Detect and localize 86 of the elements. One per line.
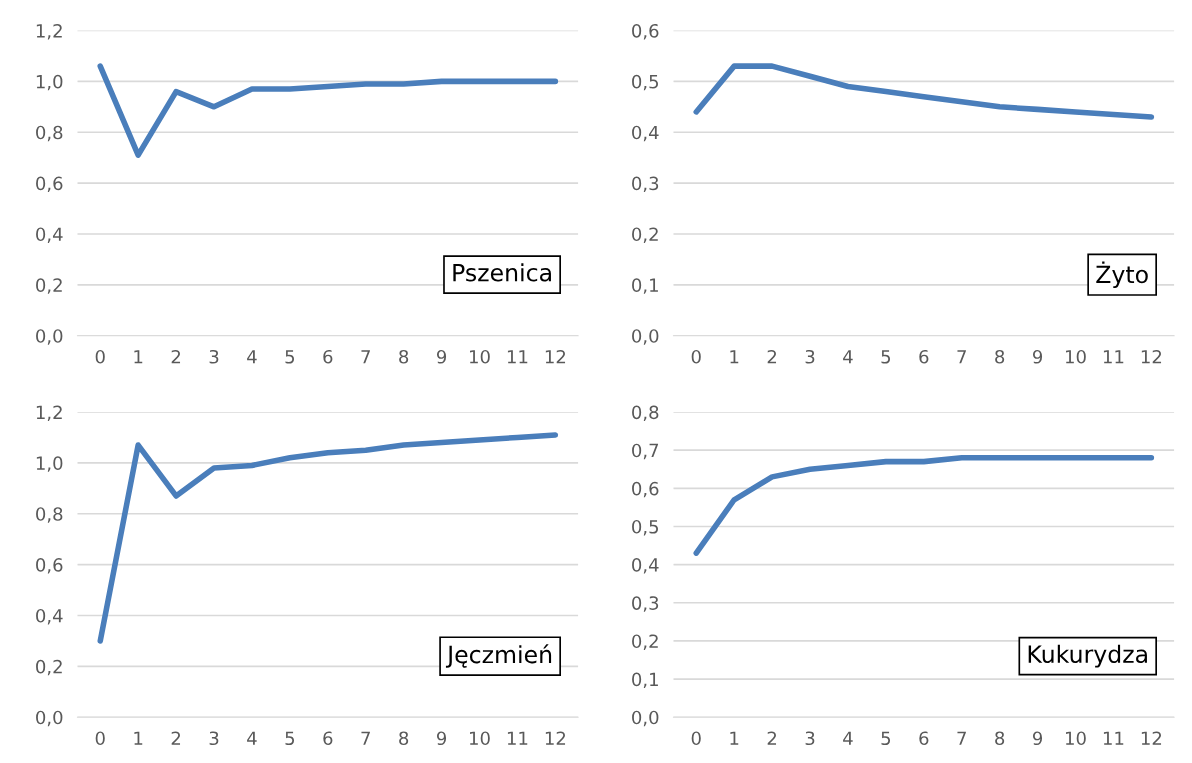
- x-tick-label: 9: [1032, 349, 1043, 364]
- annotation: Pszenica: [453, 263, 551, 282]
- y-tick-label: 0,0: [36, 329, 63, 345]
- y-tick-label: 0,5: [632, 519, 659, 536]
- x-tick-label: 8: [399, 731, 409, 746]
- x-tick-label: 6: [323, 731, 333, 746]
- x-tick-label: 1: [134, 350, 143, 364]
- x-tick-label: 10: [1066, 349, 1086, 364]
- x-tick-label: 2: [171, 349, 181, 364]
- x-tick-label: 11: [1103, 731, 1124, 745]
- y-tick-label: 0,0: [632, 710, 659, 727]
- x-tick-label: 0: [95, 731, 105, 746]
- x-tick-label: 0: [691, 349, 701, 364]
- x-tick-label: 8: [995, 731, 1005, 746]
- x-tick-label: 6: [919, 731, 929, 746]
- y-tick-label: 0,6: [632, 23, 659, 40]
- y-tick-label: 0,6: [632, 481, 659, 498]
- x-tick-label: 12: [545, 349, 566, 364]
- y-tick-label: 0,0: [632, 329, 659, 345]
- x-tick-label: 0: [691, 731, 701, 746]
- x-tick-label: 12: [1141, 731, 1162, 745]
- x-tick-label: 12: [545, 731, 566, 745]
- x-tick-label: 12: [1141, 349, 1162, 364]
- y-tick-label: 0,8: [632, 405, 659, 421]
- x-tick-label: 7: [361, 731, 370, 745]
- y-tick-label: 0,6: [36, 176, 63, 193]
- x-tick-label: 1: [134, 731, 143, 745]
- y-tick-label: 0,2: [36, 278, 62, 294]
- y-tick-label: 1,0: [36, 74, 63, 91]
- y-tick-label: 0,4: [36, 227, 63, 243]
- x-tick-label: 2: [171, 731, 181, 745]
- x-tick-label: 10: [470, 349, 490, 364]
- y-tick-label: 0,1: [632, 672, 658, 689]
- x-tick-label: 3: [209, 349, 219, 364]
- y-tick-label: 0,4: [36, 608, 63, 625]
- x-tick-label: 1: [730, 350, 739, 364]
- y-tick-label: 0,8: [36, 507, 63, 523]
- x-tick-label: 5: [285, 350, 295, 364]
- x-tick-label: 5: [881, 350, 891, 364]
- x-tick-label: 4: [247, 731, 257, 745]
- x-tick-label: 4: [843, 731, 853, 745]
- x-tick-label: 3: [805, 731, 815, 746]
- x-tick-label: 9: [436, 731, 447, 746]
- x-tick-label: 8: [399, 349, 409, 364]
- x-tick-label: 2: [767, 349, 777, 364]
- y-tick-label: 0,4: [632, 125, 659, 142]
- annotation: Kukurydza: [1028, 644, 1147, 668]
- annotation: Żyto: [1096, 261, 1148, 288]
- x-tick-label: 0: [95, 349, 105, 364]
- y-tick-label: 1,0: [36, 456, 63, 472]
- x-tick-label: 1: [730, 731, 739, 745]
- x-tick-label: 5: [285, 731, 295, 746]
- x-tick-label: 5: [881, 731, 891, 746]
- y-tick-label: 0,2: [632, 634, 658, 650]
- x-tick-label: 7: [957, 731, 966, 745]
- x-tick-label: 4: [843, 350, 853, 364]
- x-tick-label: 7: [957, 350, 966, 364]
- x-tick-label: 9: [436, 349, 447, 364]
- x-tick-label: 2: [767, 731, 777, 745]
- y-tick-label: 0,3: [632, 596, 659, 612]
- y-tick-label: 0,8: [36, 125, 63, 142]
- y-tick-label: 0,4: [632, 558, 659, 574]
- y-tick-label: 0,5: [632, 74, 659, 91]
- x-tick-label: 6: [919, 349, 929, 364]
- x-tick-label: 3: [209, 731, 219, 746]
- y-tick-label: 0,2: [36, 659, 62, 676]
- y-tick-label: 0,2: [632, 227, 658, 243]
- x-tick-label: 4: [247, 350, 257, 364]
- x-tick-label: 10: [470, 731, 490, 746]
- y-tick-label: 1,2: [36, 405, 62, 421]
- x-tick-label: 9: [1032, 731, 1043, 746]
- y-tick-label: 0,7: [632, 443, 659, 460]
- y-tick-label: 0,6: [36, 558, 63, 574]
- y-tick-label: 0,3: [632, 176, 659, 193]
- y-tick-label: 0,1: [632, 278, 658, 294]
- x-tick-label: 8: [995, 349, 1005, 364]
- x-tick-label: 11: [1103, 350, 1124, 364]
- x-tick-label: 3: [805, 349, 815, 364]
- x-tick-label: 6: [323, 349, 333, 364]
- annotation: Jęczmień: [445, 644, 552, 668]
- x-tick-label: 7: [361, 350, 370, 364]
- x-tick-label: 11: [507, 731, 528, 745]
- x-tick-label: 11: [507, 350, 528, 364]
- y-tick-label: 0,0: [36, 710, 63, 727]
- x-tick-label: 10: [1066, 731, 1086, 746]
- y-tick-label: 1,2: [36, 23, 62, 40]
